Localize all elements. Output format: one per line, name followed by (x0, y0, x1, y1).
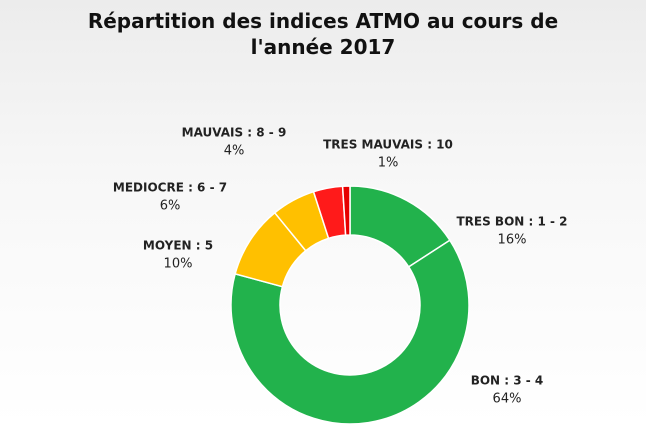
slice-label: BON : 3 - 4 (471, 374, 544, 388)
slice-label: TRES MAUVAIS : 10 (323, 138, 453, 152)
slice-value-label: 16% (498, 233, 527, 248)
slice-value-label: 4% (224, 144, 245, 159)
chart-title: Répartition des indices ATMO au cours de… (87, 9, 559, 59)
slice-value-label: 1% (378, 156, 399, 171)
slice-label: TRES BON : 1 - 2 (456, 215, 567, 229)
slice-value-label: 10% (164, 257, 193, 272)
slice-label: MEDIOCRE : 6 - 7 (113, 181, 227, 195)
slice-label: MAUVAIS : 8 - 9 (182, 126, 287, 140)
slice-label: MOYEN : 5 (143, 239, 213, 253)
donut-slice (341, 185, 351, 236)
slice-value-label: 64% (493, 392, 522, 407)
donut-slice (230, 239, 470, 425)
slice-value-label: 6% (160, 199, 181, 214)
